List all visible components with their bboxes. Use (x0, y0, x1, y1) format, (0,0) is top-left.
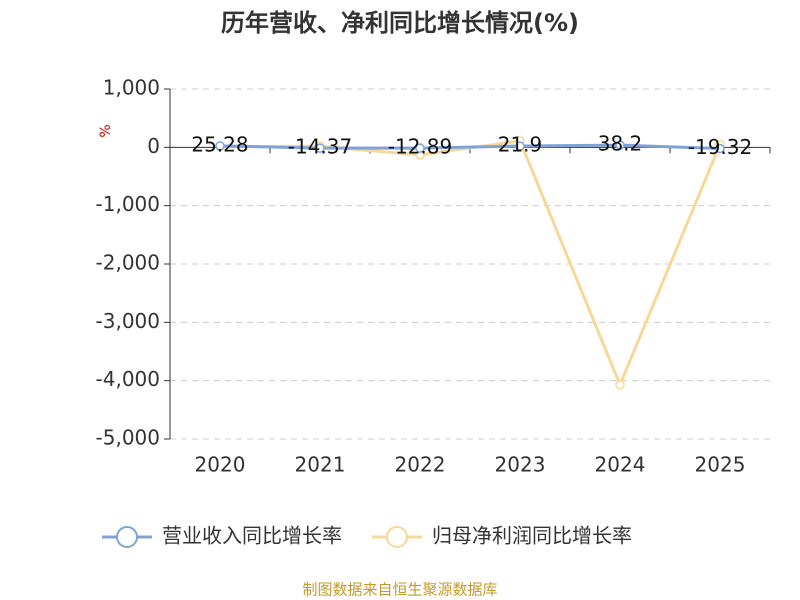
y-tick-label: -5,000 (96, 426, 160, 450)
y-tick-label: -2,000 (96, 251, 160, 275)
chart-title: 历年营收、净利同比增长情况(%) (221, 9, 579, 37)
legend-marker (116, 526, 138, 548)
y-tick-label: -3,000 (96, 309, 160, 333)
legend-label: 营业收入同比增长率 (162, 524, 342, 548)
data-point (315, 143, 325, 153)
legend-label: 归母净利润同比增长率 (432, 524, 632, 548)
x-tick-label: 2024 (595, 453, 646, 477)
legend-marker (386, 526, 408, 548)
x-tick-label: 2020 (195, 453, 246, 477)
x-tick-label: 2021 (295, 453, 346, 477)
y-axis-label: % (98, 124, 114, 137)
x-tick-label: 2023 (495, 453, 546, 477)
y-tick-label: 1,000 (103, 76, 160, 100)
data-point (415, 143, 425, 153)
data-point (615, 380, 625, 390)
y-tick-label: -4,000 (96, 367, 160, 391)
data-point (615, 140, 625, 150)
source-note: 制图数据来自恒生聚源数据库 (302, 581, 497, 599)
y-tick-label: -1,000 (96, 192, 160, 216)
data-label: 25.28 (191, 132, 248, 156)
data-label: -12.89 (388, 135, 452, 159)
y-tick-label: 0 (147, 134, 160, 158)
data-point (215, 141, 225, 151)
data-label: -19.32 (688, 135, 752, 159)
data-label: -14.37 (288, 135, 352, 159)
data-point (515, 141, 525, 151)
series-line (219, 143, 721, 150)
series-line (219, 139, 722, 389)
data-point (715, 143, 725, 154)
data-label: 38.2 (598, 132, 643, 156)
data-label: 21.9 (498, 133, 543, 157)
x-tick-label: 2022 (395, 453, 446, 477)
x-tick-label: 2025 (695, 453, 746, 477)
